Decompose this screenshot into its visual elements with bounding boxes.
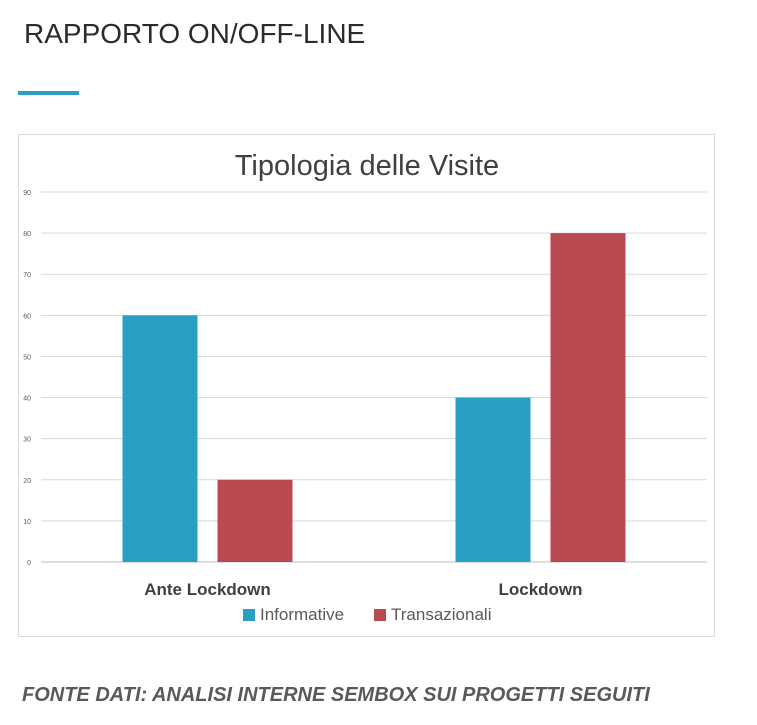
x-axis-labels: Ante Lockdown Lockdown	[144, 580, 582, 599]
y-tick-label: 30	[23, 437, 31, 444]
page-title: RAPPORTO ON/OFF-LINE	[24, 18, 366, 49]
y-axis-ticks: 0 10 20 30 40 50 60 70 80 90	[23, 190, 31, 567]
title-accent-bar	[18, 91, 79, 95]
chart-container: Tipologia delle Visite 0 10 20 30 40 50 60 70 80…	[18, 134, 715, 637]
bar-transazionali-0	[217, 479, 293, 562]
y-tick-label: 20	[23, 478, 31, 485]
bar-transazionali-1	[550, 233, 626, 562]
y-tick-label: 70	[23, 272, 31, 279]
y-tick-label: 50	[23, 354, 31, 361]
legend-swatch-informative	[243, 609, 255, 621]
y-tick-label: 40	[23, 396, 31, 403]
y-tick-label: 90	[23, 190, 31, 197]
legend-label: Transazionali	[391, 605, 491, 624]
y-tick-label: 60	[23, 313, 31, 320]
bar-informative-0	[122, 315, 198, 562]
chart-bars	[122, 233, 626, 562]
legend-label: Informative	[260, 605, 344, 624]
y-tick-label: 10	[23, 519, 31, 526]
x-category-label: Ante Lockdown	[144, 580, 271, 599]
bar-informative-1	[455, 397, 531, 562]
source-note: FONTE DATI: ANALISI INTERNE SEMBOX SUI P…	[22, 684, 650, 706]
legend-swatch-transazionali	[374, 609, 386, 621]
y-tick-label: 80	[23, 231, 31, 238]
x-category-label: Lockdown	[498, 580, 582, 599]
chart-title: Tipologia delle Visite	[235, 150, 499, 182]
chart-legend: Informative Transazionali	[243, 605, 491, 624]
y-tick-label: 0	[27, 560, 31, 567]
bar-chart: Tipologia delle Visite 0 10 20 30 40 50 60 70 80…	[23, 150, 707, 624]
